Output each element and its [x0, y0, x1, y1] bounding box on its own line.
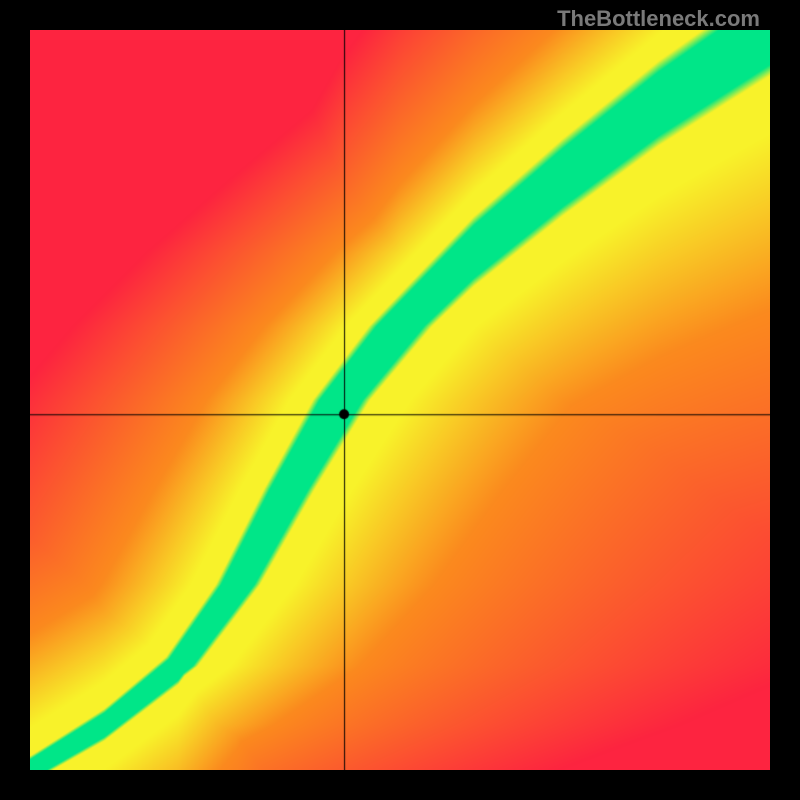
chart-container: TheBottleneck.com: [0, 0, 800, 800]
attribution-text: TheBottleneck.com: [557, 6, 760, 32]
heatmap-chart: [30, 30, 770, 770]
